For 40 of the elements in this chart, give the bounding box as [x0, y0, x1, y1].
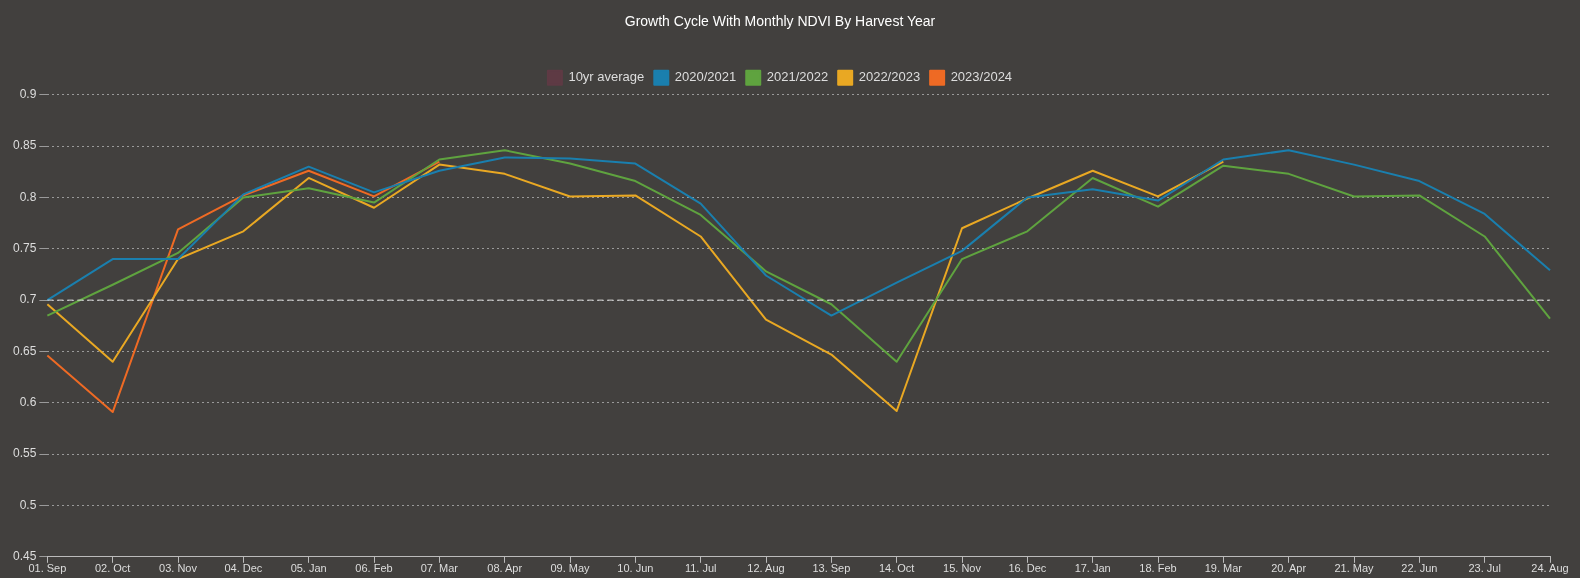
x-tick-label: 20. Apr	[1271, 562, 1307, 575]
y-tick-label: 0.8	[19, 189, 37, 204]
x-tick-label: 15. Nov	[943, 562, 982, 575]
legend-label: 2021/2022	[766, 69, 829, 85]
legend-label: 10yr average	[568, 69, 645, 85]
y-tick-label: 0.6	[19, 395, 37, 410]
x-tick-label: 01. Sep	[28, 562, 67, 575]
x-tick-label: 12. Aug	[747, 562, 785, 575]
y-tick-label: 0.45	[13, 549, 37, 564]
x-tick-label: 03. Nov	[159, 562, 198, 575]
x-tick-label: 04. Dec	[224, 562, 263, 575]
x-tick-label: 13. Sep	[812, 562, 851, 575]
legend-label: 2020/2021	[674, 69, 737, 85]
chart-title: Growth Cycle With Monthly NDVI By Harvest Year	[624, 13, 936, 30]
x-tick-label: 22. Jun	[1401, 562, 1438, 575]
x-tick-label: 18. Feb	[1139, 562, 1177, 575]
x-tick-label: 11. Jul	[684, 562, 717, 575]
x-tick-label: 21. May	[1334, 562, 1375, 575]
x-tick-label: 14. Oct	[878, 562, 915, 575]
x-tick-label: 07. Mar	[420, 562, 459, 575]
x-tick-label: 16. Dec	[1008, 562, 1047, 575]
x-tick-label: 17. Jan	[1074, 562, 1111, 575]
x-tick-label: 09. May	[550, 562, 591, 575]
y-tick-label: 0.5	[19, 497, 37, 512]
x-tick-label: 10. Jun	[617, 562, 654, 575]
y-tick-label: 0.55	[13, 446, 37, 461]
y-tick-label: 0.7	[19, 292, 37, 307]
x-tick-label: 06. Feb	[355, 562, 393, 575]
y-tick-label: 0.75	[13, 241, 37, 256]
y-tick-label: 0.85	[13, 138, 37, 153]
x-tick-label: 23. Jul	[1468, 562, 1501, 575]
x-tick-label: 19. Mar	[1204, 562, 1243, 575]
legend-label: 2023/2024	[950, 69, 1013, 85]
x-tick-label: 08. Apr	[487, 562, 523, 575]
x-tick-label: 24. Aug	[1531, 562, 1569, 575]
y-tick-label: 0.65	[13, 343, 37, 358]
y-tick-label: 0.9	[19, 87, 37, 102]
x-tick-label: 05. Jan	[290, 562, 327, 575]
legend-label: 2022/2023	[858, 69, 921, 85]
x-tick-label: 02. Oct	[94, 562, 131, 575]
